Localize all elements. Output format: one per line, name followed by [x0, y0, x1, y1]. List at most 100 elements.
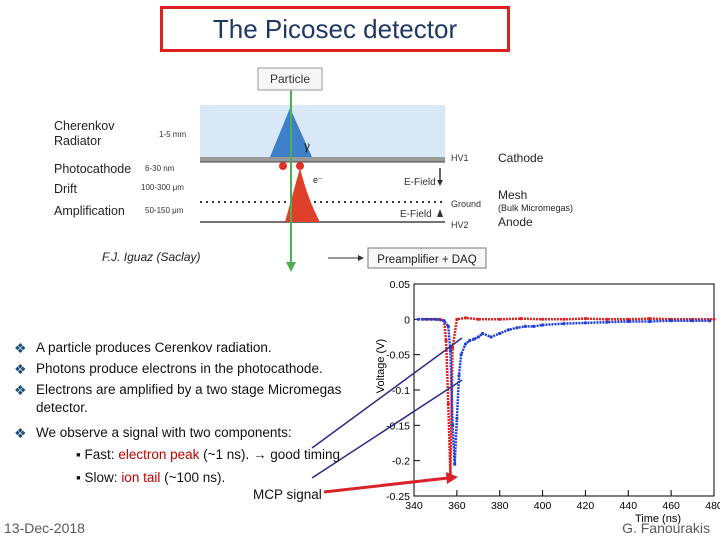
photoelectron-left [279, 162, 287, 170]
preamp-arrowhead [358, 255, 364, 261]
y-tick-label: -0.15 [386, 420, 410, 432]
photocathode-thickness: 6-30 nm [145, 164, 175, 173]
data-point-mcp [648, 317, 652, 321]
y-axis-label: Voltage (V) [375, 339, 387, 393]
data-point-picosec [489, 335, 493, 339]
efield-arrowhead-2 [437, 209, 443, 217]
x-tick-label: 340 [405, 500, 423, 512]
data-point-picosec [459, 353, 463, 357]
data-point-picosec [708, 319, 712, 323]
hv2-label: HV2 [451, 220, 469, 230]
data-point-mcp [519, 317, 523, 321]
photocathode-band [200, 157, 445, 162]
data-point-picosec [453, 462, 457, 466]
sub-bullet-fast: ▪ Fast: electron peak (~1 ns). → good ti… [76, 447, 341, 462]
data-point-picosec [468, 338, 472, 343]
radiator-label-1: Cherenkov [54, 119, 115, 133]
data-point-picosec [433, 317, 437, 321]
y-tick-label: -0.1 [392, 385, 410, 397]
footer-date: 13-Dec-2018 [4, 520, 85, 536]
y-axis: 0.05 0 -0.05 -0.1 -0.15 -0.2 -0.25 [386, 279, 420, 503]
bullet-diamond-icon: ❖ [14, 382, 27, 398]
mesh-label: Mesh [498, 188, 527, 202]
data-point-mcp [541, 317, 545, 321]
x-tick-label: 400 [534, 500, 552, 512]
x-tick-label: 360 [448, 500, 466, 512]
data-point-picosec [455, 416, 459, 420]
data-point-mcp [562, 317, 566, 321]
data-point-mcp [626, 317, 630, 321]
data-point-picosec [476, 335, 480, 339]
efield-arrowhead-1 [437, 180, 443, 186]
hv1-label: HV1 [451, 153, 469, 163]
x-tick-label: 480 [705, 500, 720, 512]
drift-label: Drift [54, 182, 77, 196]
data-point-picosec [472, 337, 476, 341]
data-point-mcp [446, 402, 450, 406]
slow-pointer-arrow [311, 379, 463, 479]
signal-plot: 0.05 0 -0.05 -0.1 -0.15 -0.2 -0.25 340 360 380 40… [375, 279, 720, 525]
data-point-picosec [416, 317, 420, 321]
radiator-label-2: Radiator [54, 134, 101, 148]
ion-tail-text: ion tail [121, 470, 161, 485]
data-point-picosec [446, 324, 450, 328]
mcp-pointer-arrow [323, 476, 449, 494]
data-point-mcp [444, 338, 448, 343]
data-point-picosec [442, 319, 446, 323]
gamma-symbol: γ [303, 139, 310, 153]
series-mcp-line [422, 316, 714, 475]
sub-bullet-square-icon: ▪ [76, 447, 85, 462]
sub-bullet-slow: ▪ Slow: ion tail (~100 ns). [76, 470, 226, 485]
y-tick-label: -0.2 [392, 456, 410, 468]
data-point-mcp [498, 317, 502, 321]
data-point-picosec [425, 317, 429, 321]
data-point-picosec [451, 423, 455, 427]
particle-label: Particle [270, 72, 310, 86]
data-point-picosec [669, 319, 673, 323]
photocathode-label: Photocathode [54, 162, 131, 176]
preamp-label: Preamplifier + DAQ [377, 254, 476, 266]
data-point-picosec [626, 319, 630, 324]
particle-arrowhead [286, 262, 296, 272]
x-tick-label: 460 [662, 500, 680, 512]
data-point-picosec [448, 349, 452, 353]
footer-author: G. Fanourakis [622, 520, 710, 536]
efield-label-2: E-Field [400, 209, 432, 220]
amplification-thickness: 50-150 μm [145, 206, 184, 215]
radiator-thickness: 1-5 mm [159, 130, 186, 139]
preamp-box [367, 247, 487, 269]
fast-pointer-arrow [311, 337, 463, 449]
figure-credit: F.J. Iguaz (Saclay) [102, 250, 201, 264]
data-point-picosec [562, 322, 566, 326]
electron-symbol: e⁻ [313, 175, 323, 185]
data-point-mcp [451, 346, 455, 350]
x-tick-label: 440 [620, 500, 638, 512]
data-point-picosec [523, 324, 527, 328]
photoelectron-right [296, 162, 304, 170]
y-tick-label: 0.05 [390, 279, 411, 291]
data-point-picosec [457, 374, 461, 378]
data-point-picosec [481, 331, 485, 336]
radiator-band [200, 105, 445, 157]
data-point-mcp [455, 317, 459, 321]
bullet-diamond-icon: ❖ [14, 361, 27, 377]
data-point-picosec [498, 331, 502, 336]
x-tick-label: 380 [491, 500, 509, 512]
efield-label-1: E-Field [404, 177, 436, 188]
data-point-picosec [515, 326, 519, 330]
data-point-picosec [648, 319, 652, 324]
data-point-mcp [476, 317, 480, 321]
bullet-diamond-icon: ❖ [14, 340, 27, 356]
x-axis-label: Time (ns) [635, 513, 681, 525]
plot-series [416, 316, 716, 477]
ground-label: Ground [451, 199, 481, 209]
bullet-diamond-icon: ❖ [14, 425, 27, 441]
data-point-picosec [691, 319, 695, 323]
data-point-picosec [605, 320, 609, 324]
sub-bullet-square-icon: ▪ [76, 470, 85, 485]
drift-thickness: 100-300 μm [141, 183, 184, 192]
data-point-mcp [583, 317, 587, 321]
anode-label: Anode [498, 215, 533, 229]
data-point-picosec [506, 328, 510, 332]
mcp-pointer-arrowhead [446, 472, 458, 484]
